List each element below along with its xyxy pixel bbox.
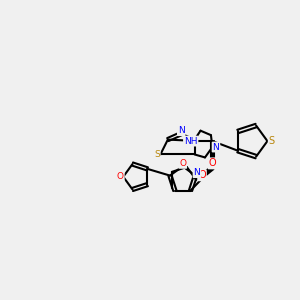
Text: O: O	[179, 159, 186, 168]
Text: S: S	[154, 150, 160, 159]
Text: O: O	[208, 158, 216, 168]
Text: N: N	[178, 126, 184, 135]
Text: N: N	[213, 142, 219, 152]
Text: O: O	[198, 170, 206, 180]
Text: NH: NH	[184, 136, 197, 146]
Text: N: N	[194, 168, 200, 177]
Text: O: O	[117, 172, 124, 181]
Text: S: S	[269, 136, 275, 146]
